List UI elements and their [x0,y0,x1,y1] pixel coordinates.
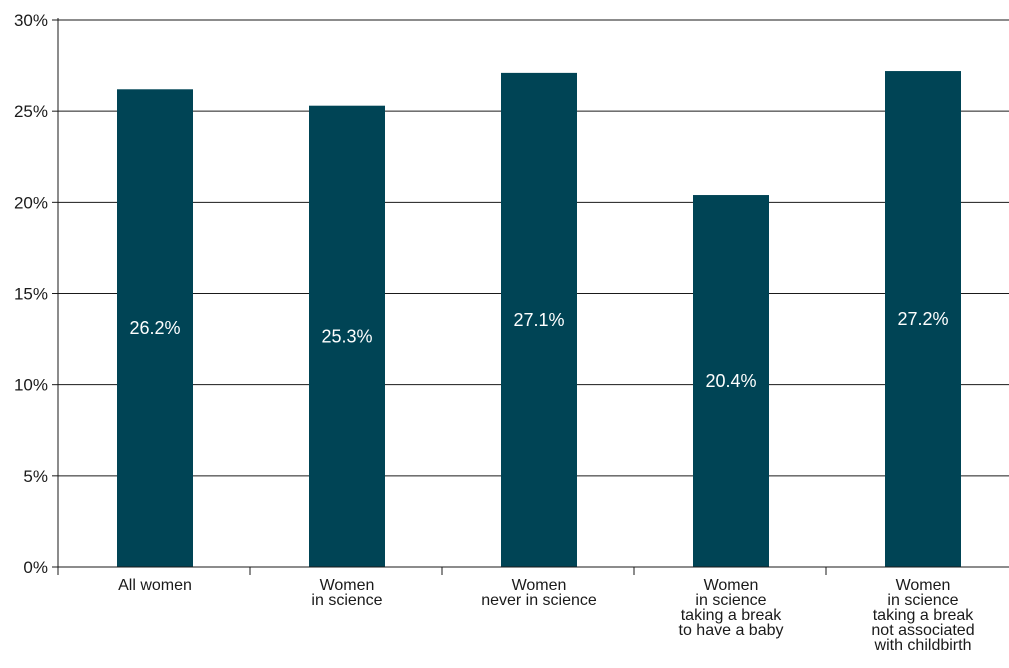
x-category-label-line: Women [704,577,759,594]
x-category-label-line: Women [896,577,951,594]
bar-value-labels: 26.2% 25.3% 27.1% 20.4% 27.2% [129,309,948,391]
x-category-label-line: in science [695,592,766,609]
x-category-label-5: Women in science taking a break not associa… [871,577,974,654]
y-tick-label: 15% [14,285,48,304]
y-axis-tick-labels: 0% 5% 10% 15% 20% 25% 30% [14,11,48,577]
bar-value-label-4: 20.4% [705,371,756,391]
x-category-label-2: Women in science [311,577,382,609]
bar-2 [309,105,385,568]
axes [52,18,1009,575]
bars [117,71,961,568]
bar-1 [117,89,193,567]
x-category-label-line: Women [512,577,567,594]
x-category-label-line: Women [320,577,375,594]
x-category-label-line: to have a baby [679,622,784,639]
y-tick-label: 25% [14,102,48,121]
x-category-label-line: All women [118,577,192,594]
x-category-label-line: never in science [481,592,597,609]
y-tick-label: 20% [14,193,48,212]
bar-5 [885,71,961,567]
x-category-label-1: All women [118,577,192,594]
x-category-label-3: Women never in science [481,577,597,609]
x-category-label-4: Women in science taking a break to have a b… [679,577,784,639]
bar-value-label-3: 27.1% [513,310,564,330]
x-category-label-line: with childbirth [874,637,972,654]
x-category-label-line: taking a break [873,607,975,624]
bar-4 [693,195,769,568]
x-category-label-line: in science [311,592,382,609]
bar-value-label-1: 26.2% [129,318,180,338]
y-tick-label: 0% [23,558,48,577]
y-tick-label: 30% [14,11,48,30]
y-tick-label: 5% [23,467,48,486]
y-tick-label: 10% [14,376,48,395]
bar-3 [501,72,577,568]
bar-value-label-2: 25.3% [321,326,372,346]
bar-value-label-5: 27.2% [897,309,948,329]
x-category-label-line: taking a break [681,607,783,624]
x-category-label-line: in science [887,592,958,609]
x-category-label-line: not associated [871,622,974,639]
